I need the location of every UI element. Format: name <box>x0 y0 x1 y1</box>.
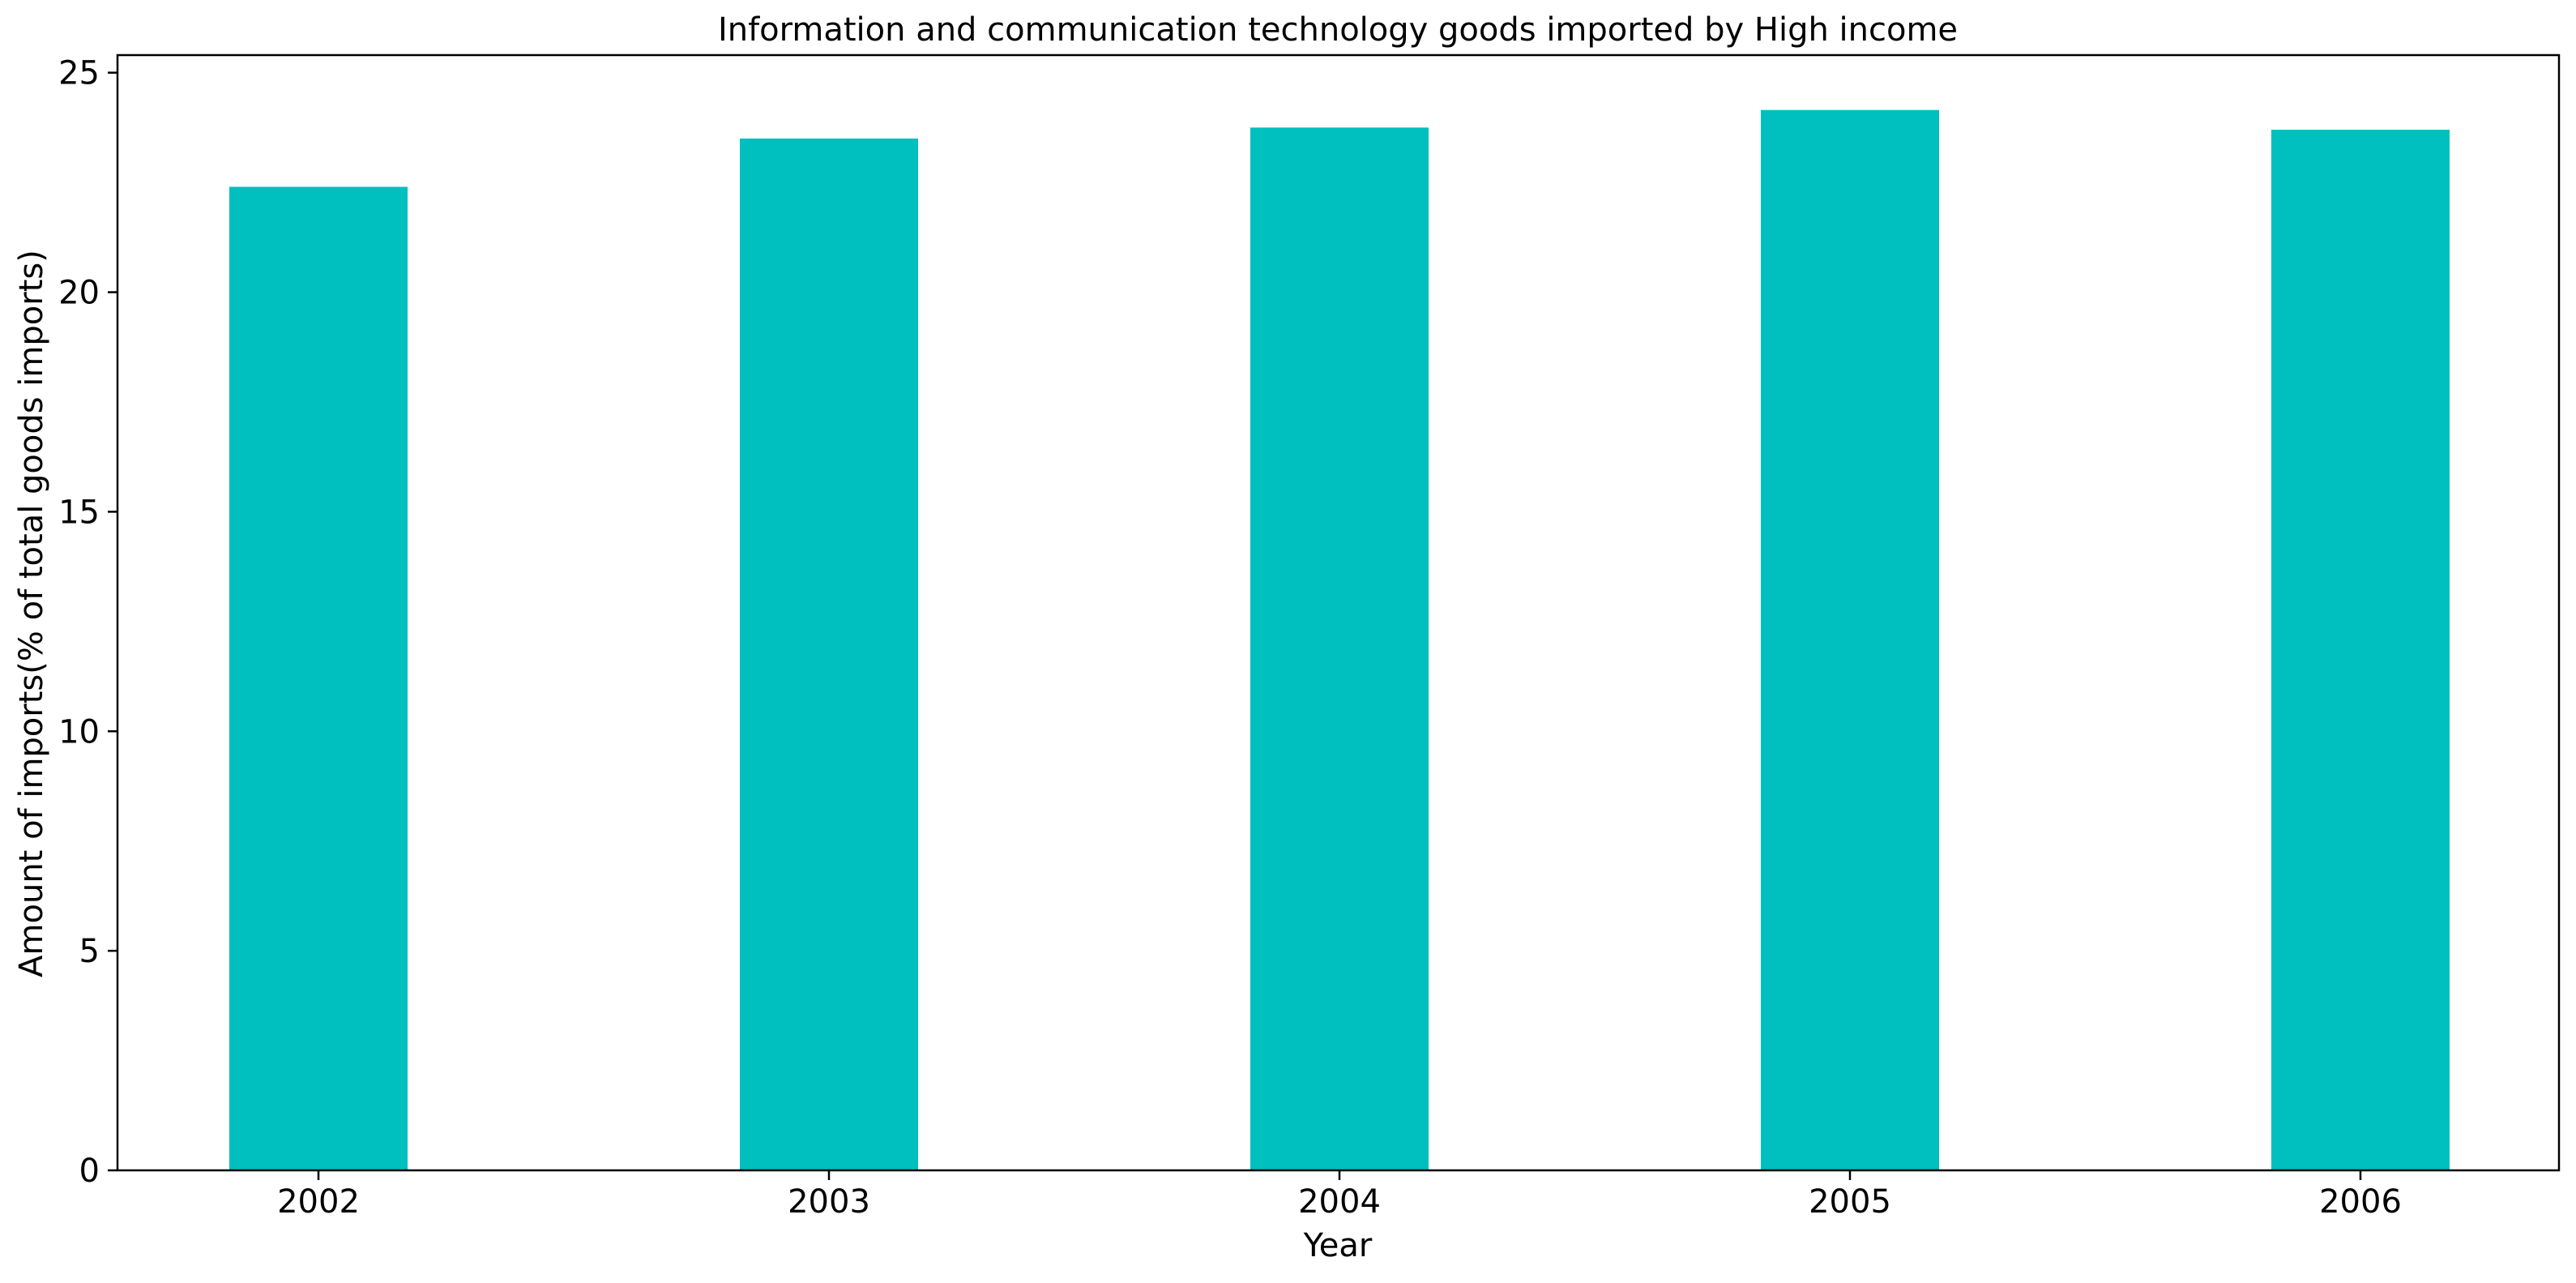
y-tick-label: 20 <box>58 275 100 312</box>
chart-title: Information and communication technology… <box>718 11 1958 49</box>
bar-2003 <box>740 138 918 1170</box>
bar-2006 <box>2271 130 2450 1170</box>
y-tick-label: 10 <box>58 713 100 751</box>
x-tick-label: 2006 <box>2319 1183 2402 1221</box>
bars-layer <box>229 109 2450 1171</box>
y-tick-label: 0 <box>79 1153 100 1190</box>
ticks-layer: 2002 2003 2004 2005 2006 0 5 10 15 20 25 <box>58 55 2402 1221</box>
x-tick-label: 2004 <box>1298 1183 1381 1221</box>
bar-2002 <box>229 186 408 1171</box>
y-axis-label: Amount of imports(% of total goods impor… <box>13 250 50 977</box>
x-tick-label: 2003 <box>788 1183 870 1221</box>
y-tick-label: 25 <box>58 55 100 92</box>
bar-2004 <box>1250 127 1429 1170</box>
x-axis-label: Year <box>1303 1227 1373 1264</box>
y-tick-label: 15 <box>58 494 100 531</box>
x-tick-label: 2002 <box>277 1183 360 1221</box>
bar-2005 <box>1761 109 1939 1170</box>
x-tick-label: 2005 <box>1809 1183 1891 1221</box>
y-tick-label: 5 <box>79 933 100 970</box>
plot-frame <box>116 53 2561 1172</box>
